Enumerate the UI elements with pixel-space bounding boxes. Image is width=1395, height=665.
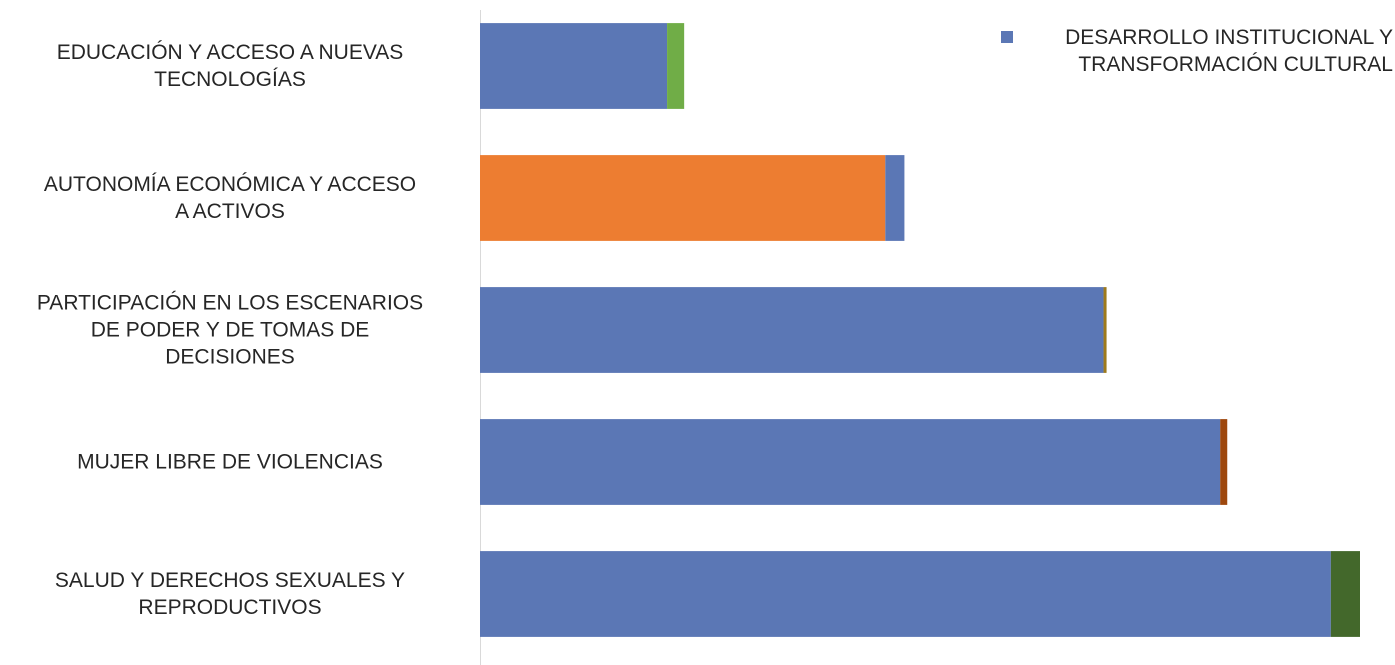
bar-segment <box>480 155 886 241</box>
bar-segment <box>480 287 1104 373</box>
category-label: AUTONOMÍA ECONÓMICA Y ACCESO A ACTIVOS <box>43 173 417 223</box>
category-label: SALUD Y DERECHOS SEXUALES Y REPRODUCTIVO… <box>54 569 406 619</box>
bar-segment <box>480 419 1221 505</box>
bar-segment <box>1220 419 1228 505</box>
category-label: MUJER LIBRE DE VIOLENCIAS <box>77 450 383 474</box>
bar-segment <box>667 23 685 109</box>
bar-segment <box>885 155 905 241</box>
bar-segment <box>480 551 1331 637</box>
category-label: EDUCACIÓN Y ACCESO A NUEVAS TECNOLOGÍAS <box>56 41 404 91</box>
bar-segment <box>1103 287 1107 373</box>
legend-entry-label: DESARROLLO INSTITUCIONAL Y TRANSFORMACIÓ… <box>1065 26 1393 76</box>
bar-segment <box>480 23 668 109</box>
category-label: PARTICIPACIÓN EN LOS ESCENARIOS DE PODER… <box>36 291 424 369</box>
legend-swatch <box>1001 31 1013 43</box>
legend: DESARROLLO INSTITUCIONAL Y TRANSFORMACIÓ… <box>1001 24 1393 78</box>
bar-segment <box>1330 551 1360 637</box>
